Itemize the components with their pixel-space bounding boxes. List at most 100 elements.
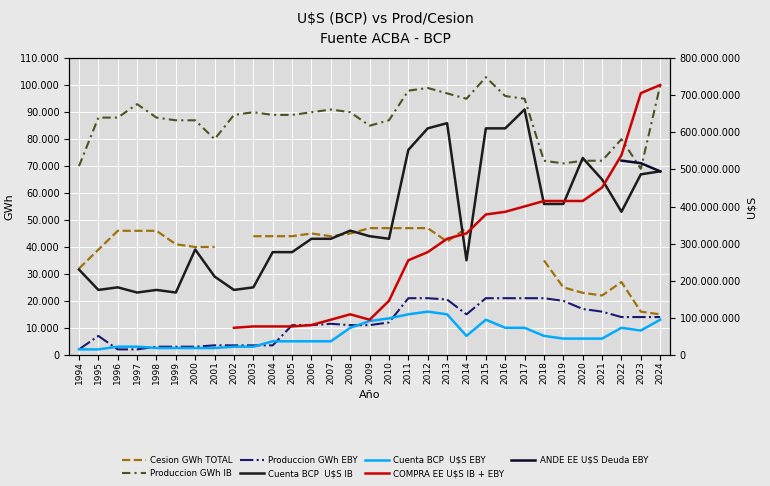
Cuenta BCP  U$S IB: [636, 172, 645, 177]
Produccion GWh IB: [578, 158, 588, 164]
COMPRA EE U$S IB + EBY: [229, 325, 239, 330]
Produccion GWh EBY: [500, 295, 510, 301]
Cuenta BCP  U$S EBY: [210, 345, 219, 351]
Cuenta BCP  U$S IB: [423, 125, 432, 131]
Legend: Cesion GWh TOTAL, Produccion GWh IB, Produccion GWh EBY, Cuenta BCP  U$S IB, Cue: Cesion GWh TOTAL, Produccion GWh IB, Pro…: [119, 452, 651, 482]
Cuenta BCP  U$S IB: [365, 233, 374, 239]
Produccion GWh EBY: [384, 319, 393, 325]
Produccion GWh EBY: [113, 347, 122, 352]
Produccion GWh IB: [346, 109, 355, 115]
Produccion GWh IB: [655, 82, 665, 88]
Produccion GWh IB: [132, 101, 142, 107]
Y-axis label: U$S: U$S: [746, 195, 756, 218]
Cuenta BCP  U$S IB: [403, 147, 413, 153]
Produccion GWh IB: [598, 158, 607, 164]
Produccion GWh EBY: [152, 344, 161, 349]
Cuenta BCP  U$S IB: [578, 155, 588, 161]
Cuenta BCP  U$S EBY: [132, 344, 142, 349]
Produccion GWh IB: [481, 74, 490, 80]
Produccion GWh IB: [171, 118, 180, 123]
Produccion GWh IB: [636, 166, 645, 172]
Produccion GWh IB: [559, 160, 568, 166]
Produccion GWh EBY: [559, 298, 568, 304]
Produccion GWh EBY: [249, 343, 258, 348]
Line: Cesion GWh TOTAL: Cesion GWh TOTAL: [79, 231, 215, 269]
Produccion GWh EBY: [326, 321, 336, 327]
COMPRA EE U$S IB + EBY: [539, 198, 548, 204]
COMPRA EE U$S IB + EBY: [249, 324, 258, 330]
Cuenta BCP  U$S IB: [384, 236, 393, 242]
Cuenta BCP  U$S IB: [94, 287, 103, 293]
COMPRA EE U$S IB + EBY: [326, 317, 336, 323]
Cesion GWh TOTAL: [210, 244, 219, 250]
Produccion GWh IB: [210, 136, 219, 142]
COMPRA EE U$S IB + EBY: [307, 322, 316, 328]
Cuenta BCP  U$S EBY: [423, 309, 432, 314]
Produccion GWh EBY: [75, 347, 84, 352]
Produccion GWh IB: [249, 109, 258, 115]
Cesion GWh TOTAL: [113, 228, 122, 234]
Cuenta BCP  U$S EBY: [636, 328, 645, 333]
X-axis label: Año: Año: [359, 390, 380, 399]
Line: ANDE EE U$S Deuda EBY: ANDE EE U$S Deuda EBY: [621, 160, 660, 172]
Produccion GWh EBY: [210, 343, 219, 348]
Cuenta BCP  U$S EBY: [403, 312, 413, 317]
Produccion GWh IB: [94, 115, 103, 121]
Produccion GWh EBY: [403, 295, 413, 301]
Line: Cuenta BCP  U$S EBY: Cuenta BCP U$S EBY: [79, 312, 660, 349]
Produccion GWh EBY: [443, 296, 452, 302]
Cuenta BCP  U$S IB: [75, 267, 84, 273]
Cuenta BCP  U$S EBY: [249, 344, 258, 349]
COMPRA EE U$S IB + EBY: [559, 198, 568, 204]
ANDE EE U$S Deuda EBY: [617, 157, 626, 163]
Produccion GWh EBY: [423, 295, 432, 301]
Produccion GWh IB: [75, 163, 84, 169]
Cuenta BCP  U$S EBY: [481, 317, 490, 323]
Produccion GWh EBY: [636, 314, 645, 320]
Cuenta BCP  U$S EBY: [598, 336, 607, 342]
Cuenta BCP  U$S EBY: [443, 312, 452, 317]
COMPRA EE U$S IB + EBY: [346, 312, 355, 317]
Line: Produccion GWh IB: Produccion GWh IB: [79, 77, 660, 169]
Produccion GWh EBY: [171, 344, 180, 349]
COMPRA EE U$S IB + EBY: [578, 198, 588, 204]
Cuenta BCP  U$S IB: [598, 176, 607, 182]
Cuenta BCP  U$S IB: [481, 125, 490, 131]
Cesion GWh TOTAL: [132, 228, 142, 234]
COMPRA EE U$S IB + EBY: [462, 230, 471, 236]
Cuenta BCP  U$S EBY: [152, 345, 161, 351]
Cuenta BCP  U$S EBY: [384, 315, 393, 321]
Cuenta BCP  U$S IB: [443, 120, 452, 126]
Text: U$S (BCP) vs Prod/Cesion: U$S (BCP) vs Prod/Cesion: [296, 12, 474, 26]
Produccion GWh EBY: [539, 295, 548, 301]
Cuenta BCP  U$S EBY: [559, 336, 568, 342]
Cuenta BCP  U$S IB: [346, 228, 355, 234]
COMPRA EE U$S IB + EBY: [268, 324, 277, 330]
Produccion GWh EBY: [132, 347, 142, 352]
Cuenta BCP  U$S IB: [559, 201, 568, 207]
Produccion GWh IB: [365, 123, 374, 129]
Cuenta BCP  U$S EBY: [539, 333, 548, 339]
Cuenta BCP  U$S IB: [268, 249, 277, 255]
Cuenta BCP  U$S IB: [617, 209, 626, 215]
Cesion GWh TOTAL: [191, 244, 200, 250]
Produccion GWh IB: [307, 109, 316, 115]
COMPRA EE U$S IB + EBY: [500, 209, 510, 215]
Cuenta BCP  U$S IB: [307, 236, 316, 242]
Cuenta BCP  U$S IB: [171, 290, 180, 295]
COMPRA EE U$S IB + EBY: [617, 152, 626, 158]
Produccion GWh EBY: [598, 309, 607, 314]
Produccion GWh IB: [287, 112, 296, 118]
ANDE EE U$S Deuda EBY: [636, 160, 645, 166]
Produccion GWh IB: [617, 136, 626, 142]
Cesion GWh TOTAL: [75, 266, 84, 272]
Line: Cuenta BCP  U$S IB: Cuenta BCP U$S IB: [79, 109, 660, 293]
Produccion GWh IB: [520, 96, 529, 102]
Cuenta BCP  U$S IB: [152, 287, 161, 293]
Cuenta BCP  U$S EBY: [307, 338, 316, 344]
Cuenta BCP  U$S EBY: [94, 347, 103, 352]
Cuenta BCP  U$S IB: [462, 258, 471, 263]
COMPRA EE U$S IB + EBY: [365, 317, 374, 323]
Cuenta BCP  U$S EBY: [229, 344, 239, 349]
Cuenta BCP  U$S EBY: [113, 344, 122, 349]
